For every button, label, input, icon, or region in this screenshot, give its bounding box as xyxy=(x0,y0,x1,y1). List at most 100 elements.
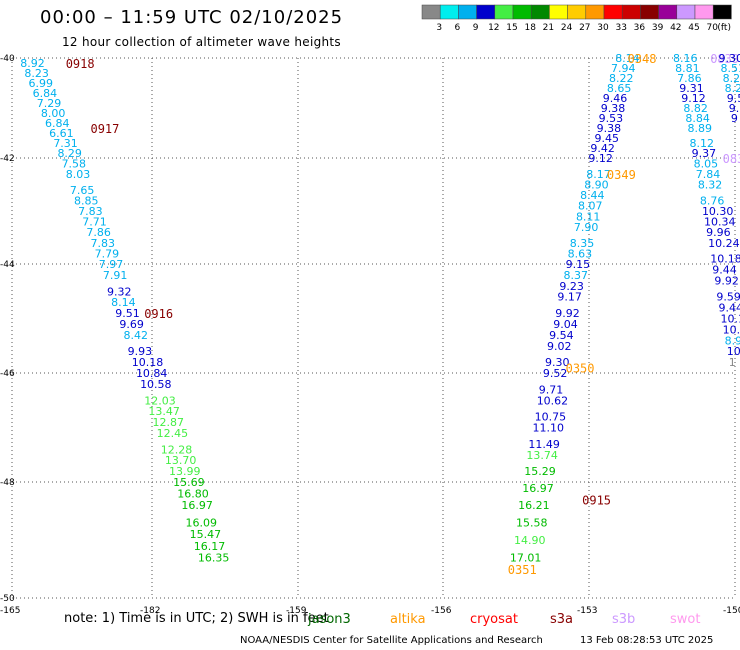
legend-tick-label: 9 xyxy=(473,23,479,33)
swh-value-s3a: 8.23 xyxy=(24,67,49,80)
swh-value-s3a: 7.97 xyxy=(99,258,124,271)
legend-swatch xyxy=(567,4,587,20)
swh-value-s3a: 8.14 xyxy=(111,296,136,309)
swh-value-s3b: 10.30 xyxy=(702,205,734,218)
swh-value-s3b: 8.76 xyxy=(700,194,725,207)
swh-value-s3a: 9.51 xyxy=(115,307,139,320)
swh-value-s3a: 7.79 xyxy=(95,247,120,260)
swh-value-swot: 8.28 xyxy=(725,82,740,95)
swh-value-s3a: 6.84 xyxy=(33,87,58,100)
chart-subtitle: 12 hour collection of altimeter wave hei… xyxy=(62,35,341,49)
swh-value-altika: 9.52 xyxy=(543,367,568,380)
legend-tick-label: 70 xyxy=(706,23,718,33)
pass-time-label-altika: 0349 xyxy=(607,168,636,182)
swh-value-s3a: 7.31 xyxy=(53,137,78,150)
legend-tick-label: 21 xyxy=(543,23,554,33)
swh-value-s3a: 7.91 xyxy=(103,269,128,282)
swh-value-s3a: 9.32 xyxy=(107,285,132,298)
swh-value-s3b: 10. xyxy=(727,345,740,358)
swh-value-s3a: 16.80 xyxy=(177,488,209,501)
swh-value-s3a: 7.71 xyxy=(82,216,107,229)
swh-value-altika: 8.90 xyxy=(584,179,609,192)
legend-swatch xyxy=(676,4,696,20)
swh-value-altika: 9.42 xyxy=(590,142,615,155)
x-tick-label: -165 xyxy=(0,606,20,616)
swh-value-s3a: 15.69 xyxy=(173,476,205,489)
swh-value-s3a: 15.47 xyxy=(190,528,222,541)
swh-value-altika: 11.10 xyxy=(533,422,565,435)
swh-value-s3b: 9.44 xyxy=(718,302,740,315)
legend-tick-label: 45 xyxy=(688,23,699,33)
x-tick-label: -153 xyxy=(577,606,597,616)
swh-value-altika: 9.12 xyxy=(588,152,613,165)
x-tick-label: -150 xyxy=(723,606,740,616)
pass-time-label-s3a: 0916 xyxy=(144,307,173,321)
satellite-label-s3a: s3a xyxy=(550,612,574,627)
swh-value-altika: 14.90 xyxy=(514,534,546,547)
swh-value-altika: 9.38 xyxy=(601,102,626,115)
swh-value-swot: 9.5 xyxy=(727,92,740,105)
swh-value-swot: 8.23 xyxy=(723,72,740,85)
swh-value-s3a: 8.03 xyxy=(66,168,91,181)
swh-value-s3a: 8.42 xyxy=(124,329,149,342)
legend-tick-label: 24 xyxy=(561,23,573,33)
legend-tick-label: 39 xyxy=(652,23,664,33)
legend-swatch xyxy=(603,4,623,20)
legend-swatch xyxy=(585,4,605,20)
legend-tick-label: 30 xyxy=(597,23,609,33)
swh-value-s3a: 13.47 xyxy=(148,405,180,418)
swh-value-s3a: 7.86 xyxy=(86,226,111,239)
y-tick-label: -46 xyxy=(0,369,15,379)
swh-value-s3a: 10.84 xyxy=(136,367,168,380)
satellite-label-s3b: s3b xyxy=(612,612,636,627)
swh-value-altika: 9.92 xyxy=(555,307,580,320)
swh-value-altika: 11.49 xyxy=(528,438,560,451)
legend-tick-label: 12 xyxy=(488,23,499,33)
swh-value-altika: 15.29 xyxy=(524,465,556,478)
swh-value-s3a: 7.83 xyxy=(78,205,103,218)
swh-value-altika: 9.23 xyxy=(559,280,584,293)
y-tick-label: -42 xyxy=(0,154,15,164)
swh-value-s3a: 13.99 xyxy=(169,465,201,478)
y-tick-label: -50 xyxy=(0,594,15,604)
swh-value-s3a: 10.18 xyxy=(132,356,164,369)
swh-value-altika: 17.01 xyxy=(510,551,542,564)
swh-value-s3a: 7.29 xyxy=(37,97,62,110)
pass-time-label-altika: 0351 xyxy=(508,563,537,577)
swh-value-s3a: 9.69 xyxy=(119,318,144,331)
swh-value-altika: 9.45 xyxy=(595,132,620,145)
swh-value-altika: 8.22 xyxy=(609,72,634,85)
swh-value-s3a: 7.58 xyxy=(62,157,87,170)
swh-value-altika: 15.58 xyxy=(516,517,548,530)
legend-swatch xyxy=(494,4,514,20)
legend-swatch xyxy=(512,4,532,20)
swh-value-s3a: 8.85 xyxy=(74,194,99,207)
satellite-label-swot: swot xyxy=(670,612,701,627)
chart-title: 00:00 – 11:59 UTC 02/10/2025 xyxy=(40,7,344,28)
swh-value-altika: 8.07 xyxy=(578,200,603,213)
swh-value-altika: 7.90 xyxy=(574,221,599,234)
swh-value-s3b: 9.96 xyxy=(706,226,731,239)
swh-value-s3b: 8.81 xyxy=(675,62,700,75)
swh-value-altika: 13.74 xyxy=(526,449,558,462)
swh-value-altika: 8.17 xyxy=(586,168,611,181)
swh-value-swot: 9 xyxy=(731,112,738,125)
pass-time-label-s3a: 0915 xyxy=(582,493,611,507)
legend-unit: (ft) xyxy=(717,23,731,33)
swh-value-s3a: 7.83 xyxy=(90,237,115,250)
swh-value-altika: 8.44 xyxy=(580,189,605,202)
swh-value-altika: 9.30 xyxy=(545,356,570,369)
swh-value-swot: 9.30 xyxy=(718,52,740,65)
legend-swatch xyxy=(694,4,714,20)
swh-value-altika: 9.17 xyxy=(557,291,582,304)
y-tick-label: -40 xyxy=(0,54,15,64)
swh-value-s3b: 8.16 xyxy=(673,52,698,65)
legend-swatch xyxy=(658,4,678,20)
swh-value-swot: 9. xyxy=(729,102,740,115)
pass-time-label-s3a: 0918 xyxy=(66,57,95,71)
footer-timestamp: 13 Feb 08:28:53 UTC 2025 xyxy=(580,635,714,646)
x-tick-label: -182 xyxy=(140,606,160,616)
swh-value-s3b: 8.9 xyxy=(725,334,740,347)
swh-value-s3a: 6.61 xyxy=(49,127,74,140)
legend-tick-label: 33 xyxy=(615,23,626,33)
